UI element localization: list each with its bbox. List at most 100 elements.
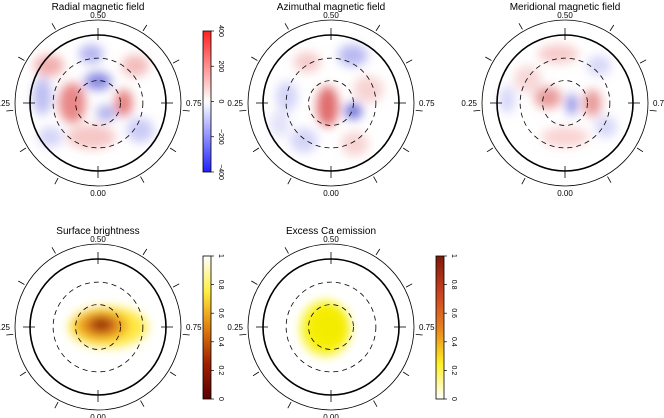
- colorbar-gradient: [202, 30, 212, 173]
- latitude-circle-0: [308, 80, 354, 126]
- colorbar-tick-label: −400: [217, 164, 224, 180]
- phase-ticks: [239, 247, 423, 409]
- colorbar-tick-label: 0.6: [450, 308, 457, 318]
- colorbar-tick-label: 0.8: [217, 280, 224, 290]
- phase-ticks: [6, 23, 190, 185]
- phase-label-left: 0.25: [461, 99, 477, 108]
- phase-label-right: 0.75: [186, 99, 202, 108]
- map-region-6: [290, 128, 318, 153]
- map-region-6: [582, 89, 602, 117]
- colorbar-tick-label: 1: [450, 254, 457, 258]
- phase-label-left: 0.25: [227, 99, 243, 108]
- surface-map: [301, 301, 351, 356]
- map-region-4: [534, 86, 562, 109]
- colorbar-tick-label: −200: [217, 129, 224, 145]
- latitude-circle-1: [285, 281, 377, 373]
- colorbar: 1 0.8 0.6 0.4 0.2 0: [202, 254, 224, 401]
- map-region-1: [337, 44, 368, 67]
- colorbar-tick-label: 0: [217, 100, 224, 104]
- colorbar: 1 0.8 0.6 0.4 0.2 0: [435, 254, 457, 401]
- phase-label-bottom: 0.00: [557, 189, 573, 198]
- phase-ticks: [473, 23, 657, 185]
- map-region-4: [84, 72, 112, 90]
- phase-label-right: 0.75: [653, 99, 664, 108]
- map-region-6: [115, 89, 133, 117]
- colorbar-tick-label: 0.4: [450, 337, 457, 347]
- panel-title: Azimuthal magnetic field: [277, 2, 385, 13]
- phase-label-bottom: 0.00: [323, 189, 339, 198]
- phase-label-left: 0.25: [0, 323, 11, 332]
- colorbar-tick-label: 0.4: [217, 337, 224, 347]
- latitude-circle-0: [75, 80, 121, 126]
- phase-label-top: 0.50: [90, 235, 106, 244]
- phase-label-top: 0.50: [557, 11, 573, 20]
- map-region-5: [58, 82, 86, 124]
- phase-label-left: 0.25: [227, 323, 243, 332]
- map-region-7: [541, 126, 589, 148]
- map-region-3: [93, 318, 109, 330]
- map-region-7: [96, 105, 117, 122]
- map-region-2: [121, 54, 149, 77]
- phase-label-right: 0.75: [419, 323, 435, 332]
- latitude-circle-1: [52, 57, 144, 149]
- phase-label-bottom: 0.00: [323, 413, 339, 418]
- phase-label-right: 0.75: [419, 99, 435, 108]
- colorbar-tick-label: 0.2: [217, 366, 224, 376]
- surface-map: [32, 44, 154, 150]
- map-region-1: [586, 55, 612, 76]
- phase-ticks: [6, 247, 190, 409]
- outer-circle: [14, 243, 182, 411]
- surface-map: [499, 44, 617, 148]
- map-region-10: [38, 126, 63, 148]
- panel-title: Radial magnetic field: [52, 2, 145, 13]
- phase-label-top: 0.50: [323, 11, 339, 20]
- panel-title: Meridional magnetic field: [510, 2, 621, 13]
- panel-title: Excess Ca emission: [286, 226, 376, 237]
- phase-label-top: 0.50: [323, 235, 339, 244]
- colorbar: 400 200 0 −200 −400: [202, 25, 224, 180]
- map-region-2: [514, 65, 542, 93]
- map-region-0: [34, 54, 64, 77]
- colorbar-gradient: [202, 255, 212, 400]
- latitude-circle-0: [542, 80, 588, 126]
- colorbar-tick-label: 1: [217, 254, 224, 258]
- outer-circle: [14, 19, 182, 187]
- phase-label-right: 0.75: [186, 323, 202, 332]
- map-region-0: [293, 52, 321, 73]
- map-region-3: [353, 75, 384, 103]
- map-region-3: [499, 86, 516, 114]
- surface-map: [269, 44, 384, 156]
- map-region-8: [594, 115, 617, 138]
- panel-title: Surface brightness: [56, 226, 139, 237]
- colorbar-gradient: [435, 255, 445, 400]
- map-region-4: [316, 86, 339, 127]
- outer-circle: [247, 243, 415, 411]
- map-region-5: [344, 103, 363, 120]
- latitude-circle-1: [52, 281, 144, 373]
- colorbar-tick-label: 0.2: [450, 366, 457, 376]
- map-region-9: [126, 118, 154, 143]
- colorbar-tick-label: 200: [217, 60, 224, 72]
- latitude-circle-0: [308, 304, 354, 350]
- surface-map: [68, 306, 148, 348]
- latitude-circle-0: [75, 304, 121, 350]
- map-region-1: [312, 306, 347, 345]
- panel-radial: Radial magnetic field0.500.000.250.75400…: [0, 2, 224, 198]
- latitude-circle-1: [519, 57, 611, 149]
- colorbar-tick-label: 0.8: [450, 280, 457, 290]
- latitude-circle-1: [285, 57, 377, 149]
- phase-label-top: 0.50: [90, 11, 106, 20]
- colorbar-tick-label: 0: [450, 397, 457, 401]
- colorbar-tick-label: 0.6: [217, 308, 224, 318]
- map-region-8: [269, 109, 291, 137]
- map-region-0: [537, 44, 579, 64]
- outer-circle: [481, 19, 649, 187]
- phase-label-bottom: 0.00: [90, 189, 106, 198]
- map-region-1: [79, 44, 104, 64]
- map-region-7: [341, 131, 369, 156]
- phase-label-bottom: 0.00: [90, 413, 106, 418]
